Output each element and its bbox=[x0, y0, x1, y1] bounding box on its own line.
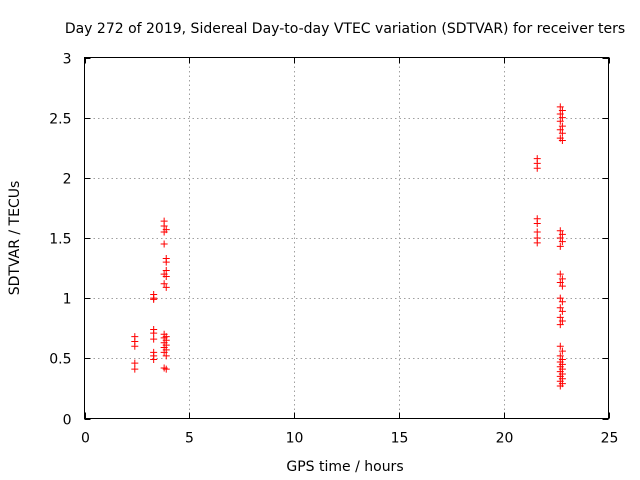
data-point bbox=[558, 137, 566, 145]
data-point bbox=[160, 228, 168, 236]
data-point bbox=[558, 106, 566, 114]
data-point bbox=[131, 365, 139, 373]
grid bbox=[84, 57, 609, 419]
data-point bbox=[558, 347, 566, 355]
x-tick-label: 25 bbox=[601, 431, 619, 447]
data-point bbox=[558, 238, 566, 246]
data-point bbox=[556, 313, 564, 321]
data-point bbox=[556, 294, 564, 302]
data-point bbox=[556, 110, 564, 118]
data-point bbox=[162, 273, 170, 281]
data-point bbox=[558, 307, 566, 315]
data-point bbox=[556, 342, 564, 350]
data-point bbox=[556, 227, 564, 235]
data-point bbox=[556, 103, 564, 111]
data-point bbox=[558, 298, 566, 306]
x-tick-label: 10 bbox=[286, 431, 304, 447]
data-point bbox=[160, 240, 168, 248]
data-point bbox=[162, 352, 170, 360]
data-point bbox=[556, 304, 564, 312]
data-point bbox=[162, 266, 170, 274]
data-point bbox=[556, 242, 564, 250]
data-point bbox=[150, 356, 158, 364]
x-axis-label: GPS time / hours bbox=[286, 459, 403, 475]
axis-ticks bbox=[84, 57, 610, 420]
data-point bbox=[533, 220, 541, 228]
data-point bbox=[131, 342, 139, 350]
data-point bbox=[558, 114, 566, 122]
chart-title: Day 272 of 2019, Sidereal Day-to-day VTE… bbox=[65, 21, 625, 37]
data-point bbox=[558, 275, 566, 283]
data-point bbox=[556, 382, 564, 390]
y-tick-label: 2.5 bbox=[49, 112, 71, 128]
y-tick-label: 1.5 bbox=[49, 232, 71, 248]
data-point bbox=[556, 279, 564, 287]
data-point bbox=[131, 359, 139, 367]
data-point bbox=[150, 295, 158, 303]
y-tick-label: 3 bbox=[63, 52, 72, 68]
data-point bbox=[162, 283, 170, 291]
y-tick-label: 2 bbox=[63, 172, 72, 188]
x-tick-label: 15 bbox=[391, 431, 409, 447]
data-point bbox=[160, 280, 168, 288]
data-point bbox=[556, 321, 564, 329]
data-point bbox=[556, 126, 564, 134]
data-point bbox=[160, 222, 168, 230]
x-tick-label: 0 bbox=[81, 431, 90, 447]
x-tick-label: 5 bbox=[185, 431, 194, 447]
data-point bbox=[556, 352, 564, 360]
data-point bbox=[558, 317, 566, 325]
data-point bbox=[558, 230, 566, 238]
y-axis-label: SDTVAR / TECUs bbox=[7, 181, 23, 296]
data-point bbox=[556, 234, 564, 242]
data-point bbox=[558, 122, 566, 130]
data-point bbox=[162, 365, 170, 373]
y-tick-label: 1 bbox=[63, 292, 72, 308]
data-point bbox=[558, 129, 566, 137]
data-point bbox=[558, 282, 566, 290]
tick-labels: 0 5 10 15 20 25 0 0.5 1 1.5 2 2.5 3 bbox=[49, 52, 618, 447]
data-point bbox=[533, 239, 541, 247]
data-point bbox=[162, 258, 170, 266]
y-tick-label: 0 bbox=[63, 413, 72, 429]
data-point bbox=[556, 270, 564, 278]
data-point bbox=[533, 164, 541, 172]
y-tick-label: 0.5 bbox=[49, 352, 71, 368]
data-point bbox=[556, 117, 564, 125]
data-point bbox=[150, 335, 158, 343]
data-point bbox=[150, 329, 158, 337]
data-point bbox=[160, 348, 168, 356]
x-tick-label: 20 bbox=[496, 431, 514, 447]
data-series bbox=[131, 103, 566, 390]
data-point bbox=[533, 228, 541, 236]
